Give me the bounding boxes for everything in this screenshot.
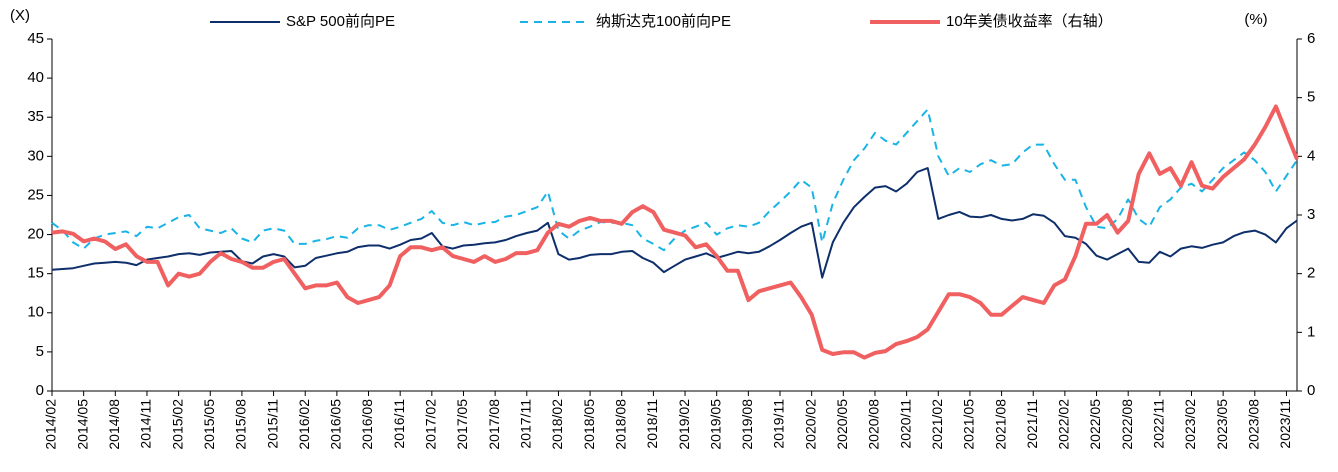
x-tick-label: 2021/02 [929, 399, 945, 450]
y2-tick-label: 4 [1307, 147, 1315, 164]
x-tick-label: 2018/02 [549, 399, 565, 450]
x-tick-label: 2016/08 [359, 399, 375, 450]
x-tick-label: 2018/11 [644, 399, 660, 449]
x-tick-label: 2016/02 [296, 399, 312, 450]
y2-tick-label: 3 [1307, 206, 1315, 223]
x-tick-label: 2023/05 [1214, 399, 1230, 450]
y-tick-label: 20 [27, 226, 44, 243]
x-tick-label: 2017/08 [486, 399, 502, 450]
x-tick-label: 2023/08 [1245, 399, 1261, 450]
y-tick-label: 25 [27, 186, 44, 203]
x-tick-label: 2018/08 [612, 399, 628, 450]
x-tick-label: 2017/05 [454, 399, 470, 450]
y-tick-label: 35 [27, 108, 44, 125]
x-tick-label: 2018/05 [581, 399, 597, 450]
legend-label: 10年美债收益率（右轴） [946, 13, 1113, 30]
x-tick-label: 2022/05 [1087, 399, 1103, 450]
x-tick-label: 2015/02 [169, 399, 185, 450]
x-tick-label: 2022/11 [1151, 399, 1167, 449]
y2-tick-label: 1 [1307, 323, 1315, 340]
x-tick-label: 2016/11 [391, 399, 407, 449]
legend-label: 纳斯达克100前向PE [596, 13, 731, 30]
series-line [51, 167, 1298, 279]
x-tick-label: 2014/02 [43, 399, 59, 450]
y-tick-label: 45 [27, 30, 44, 47]
x-tick-label: 2020/05 [834, 399, 850, 450]
x-tick-label: 2014/11 [138, 399, 154, 449]
y2-axis-label: (%) [1244, 11, 1267, 28]
x-tick-label: 2015/11 [264, 399, 280, 449]
y2-tick-label: 0 [1307, 382, 1315, 399]
y2-tick-label: 6 [1307, 30, 1315, 47]
x-tick-label: 2020/08 [866, 399, 882, 450]
y-tick-label: 15 [27, 265, 44, 282]
x-tick-label: 2014/05 [74, 399, 90, 450]
x-tick-label: 2019/08 [739, 399, 755, 450]
y-tick-label: 5 [36, 343, 44, 360]
x-tick-label: 2015/08 [233, 399, 249, 450]
series-line [51, 108, 1298, 252]
x-tick-label: 2021/05 [961, 399, 977, 450]
y2-tick-label: 5 [1307, 89, 1315, 106]
x-tick-label: 2019/11 [771, 399, 787, 449]
x-tick-label: 2015/05 [201, 399, 217, 450]
y-tick-label: 40 [27, 69, 44, 86]
x-tick-label: 2020/02 [802, 399, 818, 450]
x-tick-label: 2021/11 [1024, 399, 1040, 449]
x-tick-label: 2016/05 [328, 399, 344, 450]
y-tick-label: 0 [36, 382, 44, 399]
x-tick-label: 2022/08 [1119, 399, 1135, 450]
x-tick-label: 2023/11 [1277, 399, 1293, 449]
x-tick-label: 2014/08 [106, 399, 122, 450]
x-tick-label: 2023/02 [1182, 399, 1198, 450]
x-tick-label: 2022/02 [1056, 399, 1072, 450]
x-tick-label: 2019/05 [707, 399, 723, 450]
x-tick-label: 2019/02 [676, 399, 692, 450]
legend-label: S&P 500前向PE [286, 13, 395, 30]
x-tick-label: 2020/11 [897, 399, 913, 449]
y-tick-label: 10 [27, 304, 44, 321]
y-axis-label: (X) [10, 7, 30, 24]
x-tick-label: 2017/11 [517, 399, 533, 449]
y-tick-label: 30 [27, 147, 44, 164]
series-line [51, 104, 1299, 360]
y2-tick-label: 2 [1307, 265, 1315, 282]
x-tick-label: 2017/02 [423, 399, 439, 450]
x-tick-label: 2021/08 [992, 399, 1008, 450]
